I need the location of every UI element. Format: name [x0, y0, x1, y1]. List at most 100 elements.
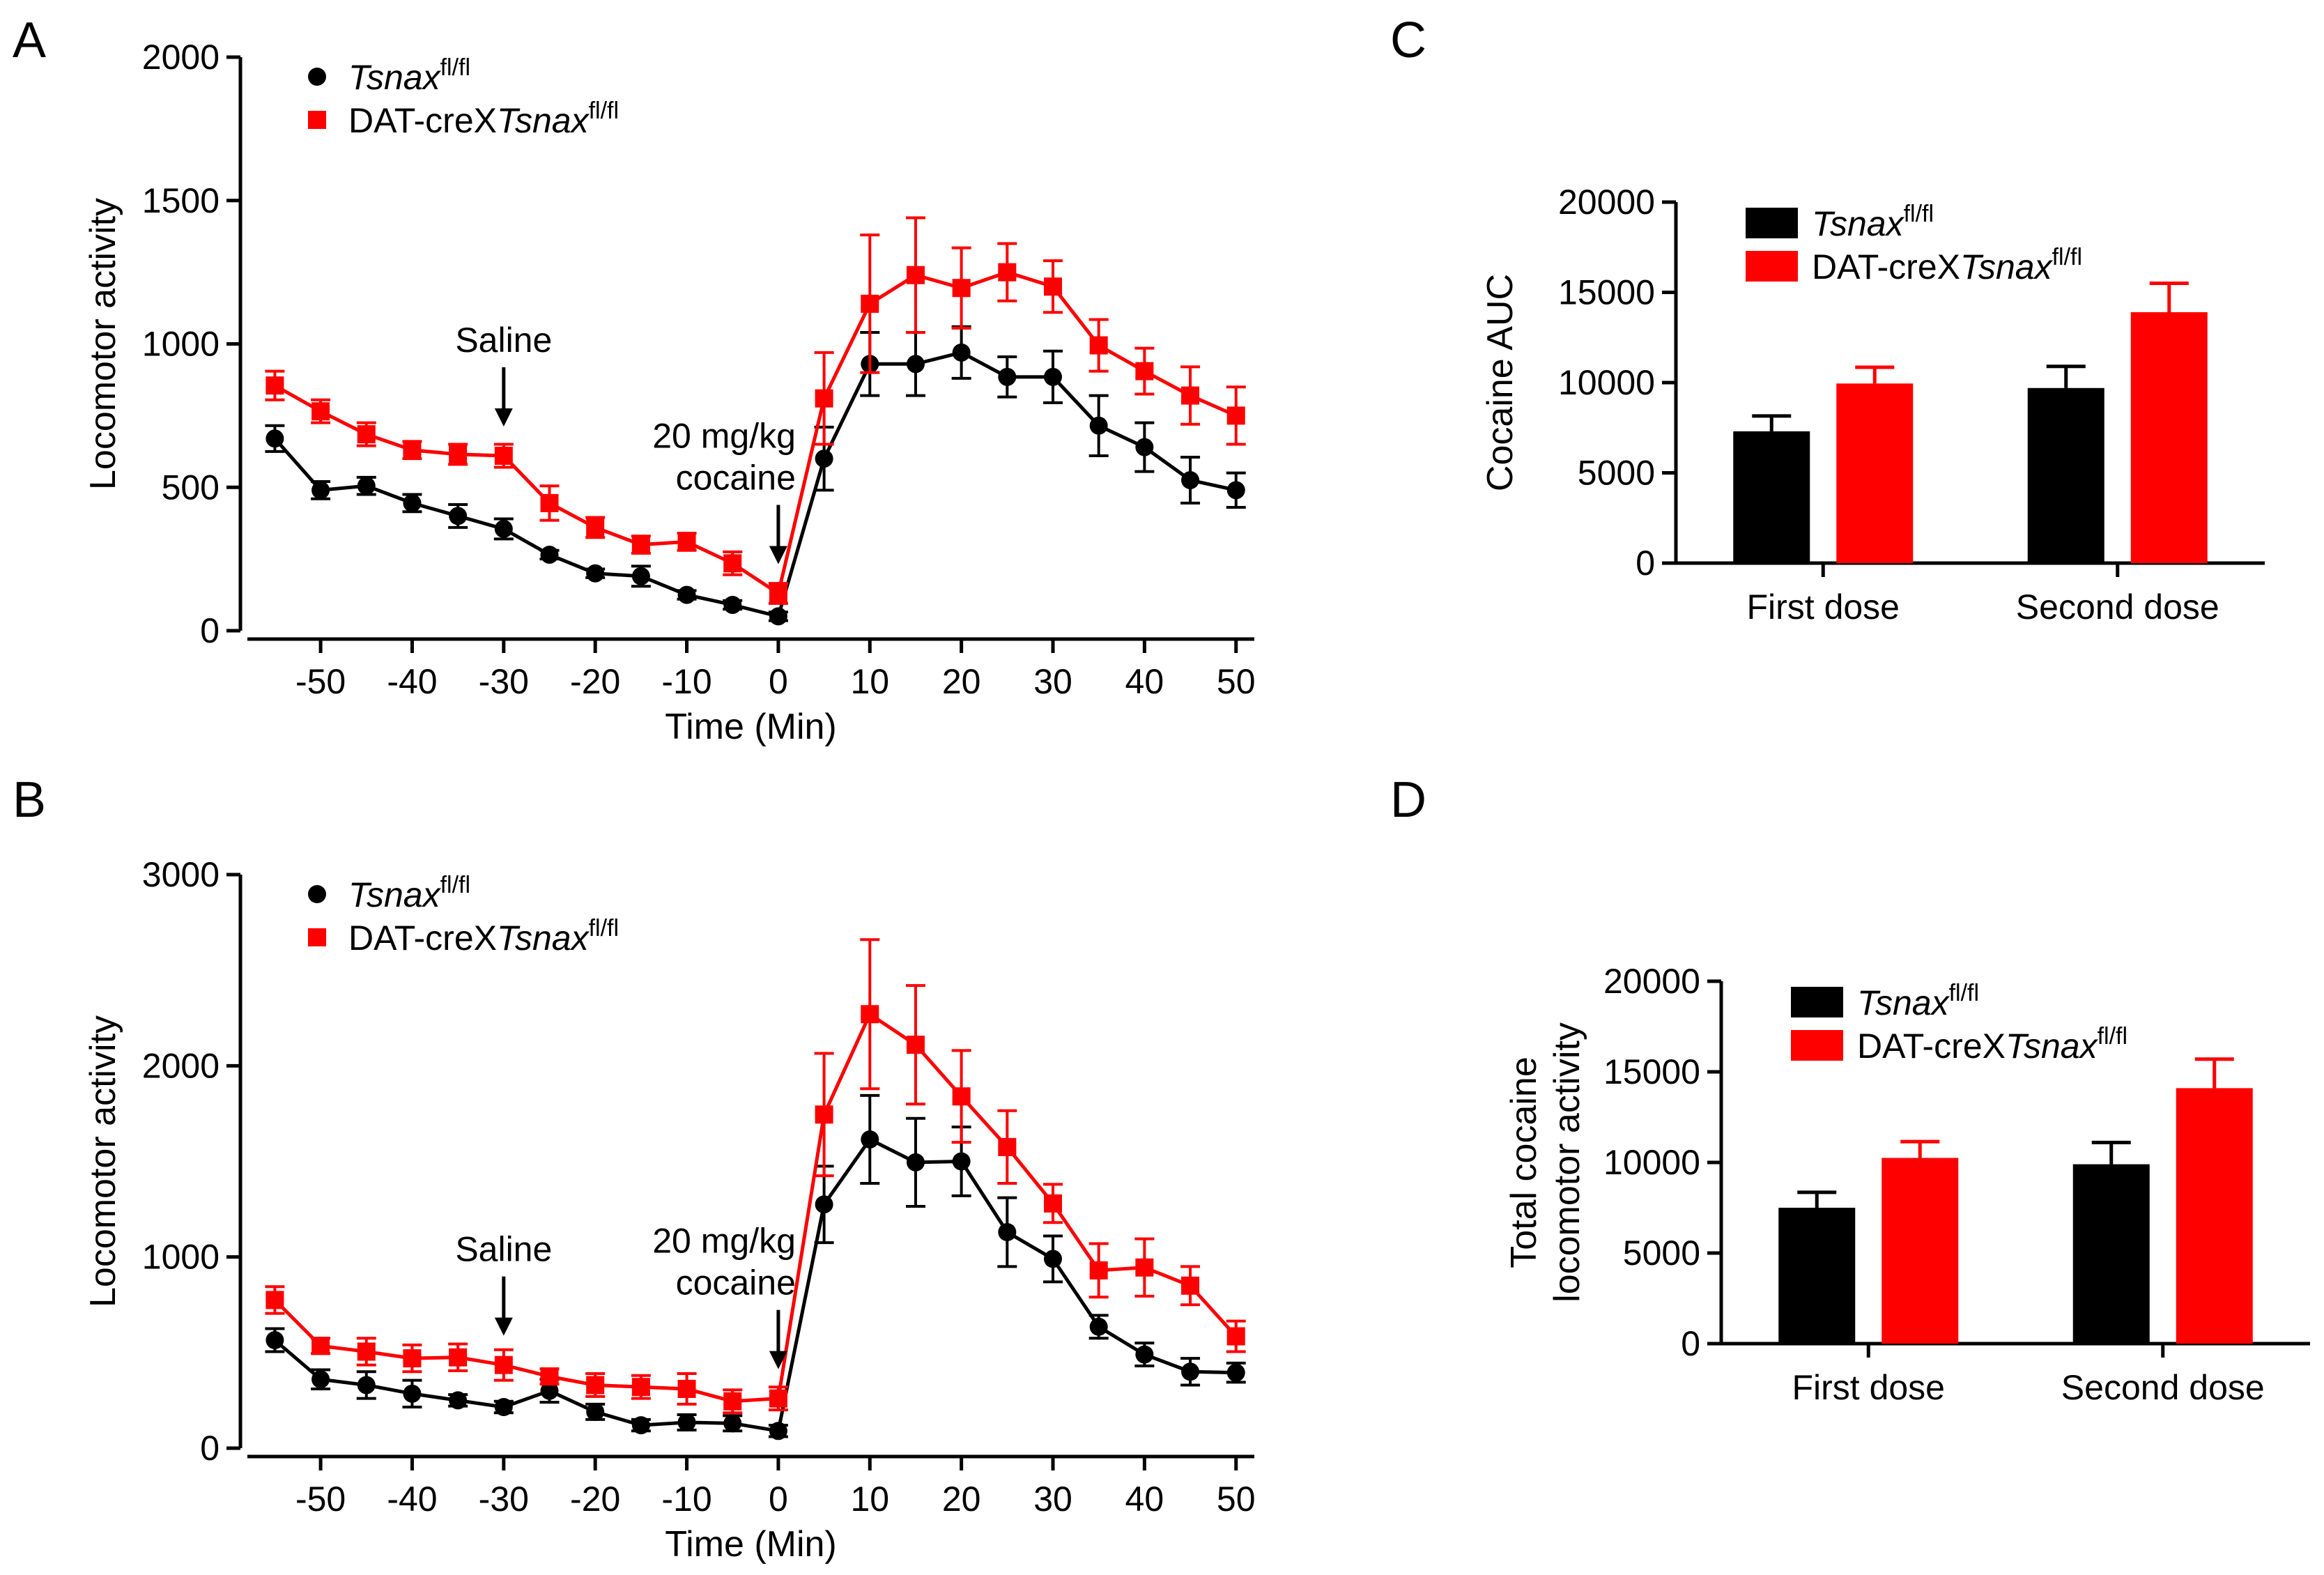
y-tick-label: 10000 [1558, 363, 1655, 402]
x-tick-label: -20 [570, 1480, 620, 1519]
data-point [1089, 416, 1108, 435]
data-point [540, 493, 559, 512]
y-tick-label: 3000 [142, 855, 220, 894]
data-point [723, 554, 742, 573]
data-point [311, 402, 330, 421]
data-point [1135, 1258, 1154, 1277]
data-point [357, 1376, 376, 1395]
legend-marker [308, 885, 326, 903]
annotation-label: cocaine [676, 1263, 796, 1303]
data-point [998, 1137, 1017, 1156]
data-point [1135, 362, 1154, 381]
data-point [266, 429, 284, 448]
data-point [998, 367, 1017, 386]
data-point [952, 343, 971, 362]
data-point [494, 1398, 513, 1417]
data-point [449, 445, 468, 463]
data-point [403, 1384, 422, 1403]
data-point [586, 1376, 605, 1395]
annotation-arrowhead [494, 1317, 513, 1336]
line-chart-a: 0 500 1000 1500 2000 -50 -40 -30 -20 -10 0 10 20 30 40… [83, 38, 1256, 747]
y-axis-title: Cocaine AUC [1480, 274, 1521, 491]
y-tick-label: 500 [162, 468, 220, 507]
data-point [815, 450, 833, 468]
data-point [1044, 1250, 1062, 1268]
x-tick-label: 10 [850, 662, 889, 701]
legend-swatch [1791, 987, 1843, 1017]
y-axis-title: locomotor activity [1547, 1022, 1587, 1303]
legend-label: DAT-creXTsnaxfl/fl [348, 915, 619, 958]
data-point [723, 595, 742, 614]
data-point [1181, 1276, 1200, 1295]
data-point [1181, 1362, 1200, 1381]
x-tick-label: 30 [1033, 662, 1072, 701]
data-point [1181, 470, 1200, 489]
data-point [769, 1422, 787, 1440]
data-point [815, 389, 833, 408]
data-point [998, 1223, 1017, 1242]
y-tick-label: 20000 [1558, 183, 1655, 222]
x-tick-label: -30 [479, 662, 529, 701]
data-point [1135, 438, 1154, 456]
data-point [906, 1036, 925, 1054]
data-point [449, 507, 468, 525]
data-point [266, 1291, 284, 1309]
x-tick-label: -40 [387, 1480, 437, 1519]
x-tick-label: -50 [295, 1480, 346, 1519]
series-line-1 [274, 270, 1237, 597]
data-point [861, 1130, 879, 1148]
panel-letter-c: C [1390, 13, 1426, 68]
x-tick-label: -40 [387, 662, 437, 701]
y-tick-label: 0 [200, 1429, 220, 1468]
data-point [540, 1381, 559, 1400]
data-point [769, 584, 787, 603]
x-category-label: Second dose [2016, 587, 2219, 627]
legend-swatch [1746, 251, 1798, 282]
series-line-0 [273, 1137, 1236, 1434]
annotation-label: cocaine [676, 459, 796, 498]
data-point [1044, 277, 1062, 296]
data-point [769, 1389, 787, 1408]
y-tick-label: 15000 [1603, 1052, 1700, 1091]
data-point [952, 279, 971, 298]
data-point [403, 493, 422, 512]
legend-label: DAT-creXTsnaxfl/fl [1812, 244, 2082, 286]
data-point [311, 1337, 330, 1355]
data-point [723, 1414, 742, 1433]
x-category-label: First dose [1746, 587, 1900, 627]
data-point [861, 1005, 879, 1024]
data-point [769, 607, 787, 626]
data-point [1226, 1327, 1245, 1346]
data-point [586, 518, 605, 537]
panel-letter-d: D [1390, 772, 1426, 828]
x-tick-label: -10 [661, 1480, 711, 1519]
x-tick-label: -30 [479, 1480, 529, 1519]
data-point [1089, 1317, 1108, 1336]
x-tick-label: -50 [295, 662, 346, 701]
panel-letter-b: B [13, 772, 46, 828]
data-point [449, 1348, 468, 1367]
legend-swatch [1791, 1030, 1843, 1061]
legend-marker [308, 111, 326, 129]
bar [2027, 387, 2104, 563]
x-tick-label: -10 [661, 662, 711, 701]
legend-label: Tsnaxfl/fl [1812, 201, 1934, 243]
y-tick-label: 5000 [1578, 454, 1655, 493]
bar [1836, 383, 1914, 563]
annotation-label: 20 mg/kg [652, 1222, 796, 1261]
data-point [1226, 481, 1245, 500]
data-point [677, 585, 696, 604]
x-tick-label: 20 [942, 1480, 981, 1519]
x-tick-label: 40 [1125, 662, 1164, 701]
y-tick-label: 20000 [1603, 962, 1700, 1001]
x-category-label: First dose [1792, 1368, 1945, 1407]
data-point [631, 535, 650, 554]
x-tick-label: 30 [1033, 1480, 1072, 1519]
data-point [1089, 1261, 1108, 1280]
y-tick-label: 5000 [1623, 1234, 1700, 1273]
data-point [815, 1195, 833, 1214]
y-tick-label: 0 [200, 611, 220, 650]
data-point [906, 1153, 925, 1171]
x-axis-title: Time (Min) [665, 707, 837, 747]
y-axis-title: Locomotor activity [83, 1015, 123, 1307]
